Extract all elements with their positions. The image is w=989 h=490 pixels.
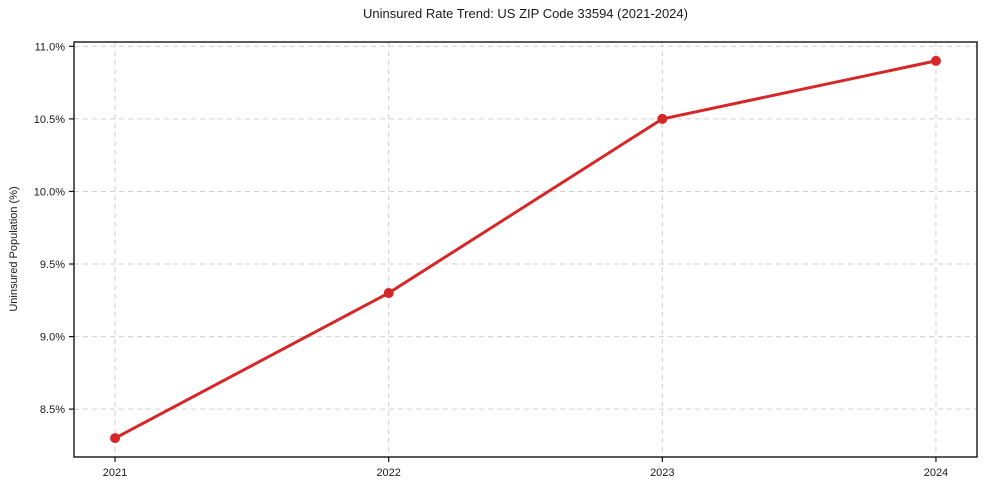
plot-frame [73,41,978,458]
x-tick-label: 2023 [650,467,674,479]
data-point [930,55,941,66]
y-tick-label: 8.5% [40,404,65,416]
x-tick-label: 2024 [924,467,948,479]
data-point [657,113,668,124]
y-tick-label: 9.5% [40,259,65,271]
trend-line [113,59,938,440]
data-point [383,288,394,299]
x-tick-label: 2021 [103,467,127,479]
y-tick-label: 10.0% [34,186,65,198]
y-tick-label: 10.5% [34,114,65,126]
y-tick-label: 11.0% [35,41,66,53]
x-tick-label: 2022 [376,467,400,479]
chart-title: Uninsured Rate Trend: US ZIP Code 33594 … [363,6,688,21]
data-point [110,433,121,444]
y-tick-label: 9.0% [40,332,65,344]
